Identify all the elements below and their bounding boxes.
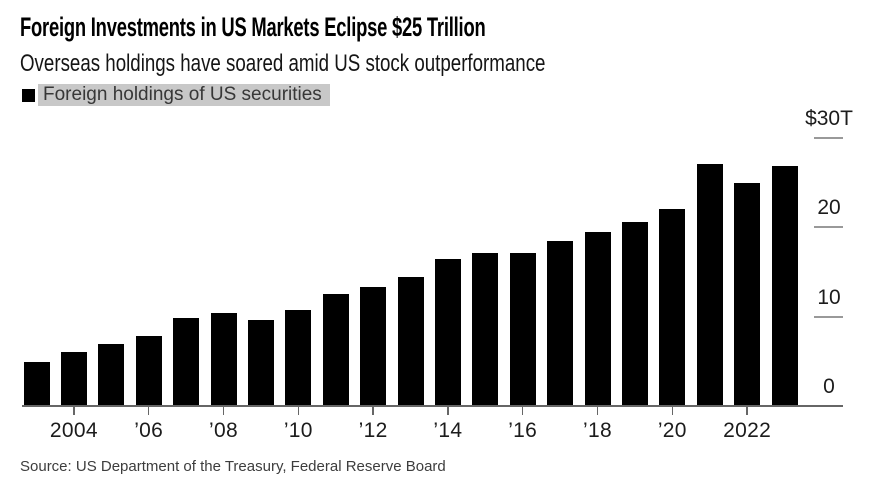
chart-subtitle: Overseas holdings have soared amid US st… bbox=[20, 50, 546, 77]
x-tick-label-2008: ’08 bbox=[209, 419, 238, 442]
bar-2013 bbox=[397, 277, 424, 406]
bar-2018 bbox=[584, 232, 611, 406]
x-tick-2010 bbox=[297, 406, 300, 415]
legend-swatch bbox=[22, 88, 35, 102]
x-axis-line bbox=[22, 405, 843, 407]
bar-2010 bbox=[285, 310, 312, 406]
bar-2011 bbox=[322, 294, 349, 406]
y-tick-30 bbox=[814, 136, 843, 139]
x-tick-2006 bbox=[147, 406, 150, 415]
source-note: Source: US Department of the Treasury, F… bbox=[20, 458, 446, 475]
legend: Foreign holdings of US securities bbox=[22, 84, 330, 106]
bar-2008 bbox=[210, 312, 237, 406]
bar-2015 bbox=[472, 253, 499, 406]
bar-2004 bbox=[60, 352, 87, 406]
bar-2017 bbox=[547, 241, 574, 406]
x-tick-2022 bbox=[746, 406, 748, 415]
bar-2005 bbox=[98, 344, 125, 406]
bar-2022 bbox=[734, 183, 761, 406]
x-tick-label-2012: ’12 bbox=[358, 419, 388, 442]
y-tick-label-30: $30T bbox=[805, 106, 853, 130]
x-tick-2018 bbox=[596, 406, 599, 415]
x-tick-2014 bbox=[447, 406, 449, 415]
y-tick-20 bbox=[814, 226, 843, 228]
bar-2006 bbox=[135, 336, 162, 406]
x-tick-2012 bbox=[372, 406, 374, 415]
y-tick-label-0: 0 bbox=[823, 375, 835, 398]
x-tick-label-2010: ’10 bbox=[283, 419, 313, 442]
bar-2021 bbox=[696, 164, 723, 406]
bar-2023 bbox=[771, 166, 798, 406]
x-tick-label-2016: ’16 bbox=[508, 419, 538, 442]
bar-2007 bbox=[173, 318, 200, 406]
x-tick-label-2018: ’18 bbox=[583, 419, 612, 442]
bar-2003 bbox=[23, 362, 50, 406]
x-tick-label-2022: 2022 bbox=[723, 419, 772, 442]
y-tick-label-20: 20 bbox=[817, 196, 841, 219]
x-tick-2008 bbox=[222, 406, 225, 415]
bar-2020 bbox=[659, 209, 686, 406]
bar-2019 bbox=[621, 221, 648, 406]
x-tick-label-2006: ’06 bbox=[134, 419, 164, 442]
x-tick-label-2020: ’20 bbox=[657, 419, 687, 442]
x-tick-2004 bbox=[73, 406, 75, 415]
legend-label: Foreign holdings of US securities bbox=[38, 84, 330, 106]
y-tick-label-10: 10 bbox=[817, 285, 841, 309]
bar-2016 bbox=[509, 253, 536, 406]
x-tick-label-2014: ’14 bbox=[433, 419, 463, 442]
x-tick-2020 bbox=[671, 406, 674, 415]
x-tick-2016 bbox=[521, 406, 524, 415]
bar-2012 bbox=[360, 287, 387, 406]
bar-2009 bbox=[247, 320, 274, 406]
chart-title: Foreign Investments in US Markets Eclips… bbox=[20, 12, 486, 42]
y-tick-10 bbox=[814, 315, 843, 318]
x-tick-label-2004: 2004 bbox=[49, 419, 98, 442]
bar-2014 bbox=[434, 259, 461, 406]
